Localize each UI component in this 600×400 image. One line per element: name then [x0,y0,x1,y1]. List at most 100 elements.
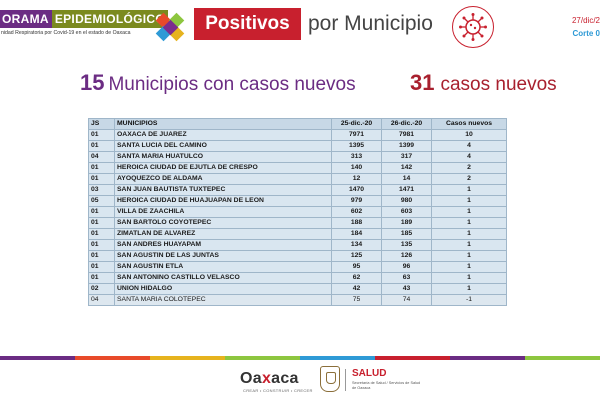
cell-26dic: 135 [381,239,432,251]
cell-25dic: 1395 [331,140,382,152]
table-row: 01 SANTA LUCIA DEL CAMINO 1395 1399 4 [88,140,507,152]
cell-26dic: 185 [381,228,432,240]
cell-casos-nuevos: 4 [431,151,507,163]
cell-25dic: 134 [331,239,382,251]
cell-js: 01 [88,140,115,152]
cell-casos-nuevos: 1 [431,206,507,218]
brand-label-a: ORAMA [0,10,52,28]
cell-municipio: AYOQUEZCO DE ALDAMA [114,173,332,185]
cell-25dic: 979 [331,195,382,207]
cell-25dic: 62 [331,272,382,284]
table-row: 01 SAN AGUSTIN ETLA 95 96 1 [88,261,507,273]
col-header-25dic: 25-dic.-20 [331,118,382,130]
table-row: 01 VILLA DE ZAACHILA 602 603 1 [88,206,507,218]
cell-casos-nuevos: -1 [431,294,507,306]
date-block: 27/dic/2 Corte 0 [560,14,600,40]
municipios-count: 15 [80,70,105,95]
stripe-segment [150,356,225,360]
cell-js: 01 [88,129,115,141]
footer-stripe [0,356,600,360]
cell-js: 01 [88,162,115,174]
cell-js: 05 [88,195,115,207]
col-header-26dic: 26-dic.-20 [381,118,432,130]
cell-25dic: 75 [331,294,382,306]
cell-casos-nuevos: 1 [431,272,507,284]
municipios-label: Municipios con casos nuevos [108,74,356,95]
cell-js: 01 [88,217,115,229]
cell-26dic: 1471 [381,184,432,196]
cell-25dic: 188 [331,217,382,229]
cell-municipio: SAN ANDRES HUAYAPAM [114,239,332,251]
stripe-segment [0,356,75,360]
cell-municipio: SAN ANTONINO CASTILLO VELASCO [114,272,332,284]
oaxaca-logo-b: aca [271,370,299,387]
cell-casos-nuevos: 1 [431,283,507,295]
cell-municipio: SAN AGUSTIN ETLA [114,261,332,273]
cell-25dic: 12 [331,173,382,185]
stripe-segment [450,356,525,360]
salud-logo: SALUD [352,368,387,379]
table-row: 05 HEROICA CIUDAD DE HUAJUAPAN DE LEON 979… [88,195,507,207]
oaxaca-logo-a: Oa [240,370,262,387]
stripe-segment [525,356,600,360]
cell-js: 01 [88,173,115,185]
col-header-casos-nuevos: Casos nuevos [431,118,507,130]
oaxaca-tagline: CREAR • CONSTRUIR • CRECER [243,388,313,393]
table-row: 01 SAN BARTOLO COYOTEPEC 188 189 1 [88,217,507,229]
cell-js: 01 [88,228,115,240]
cell-25dic: 184 [331,228,382,240]
cell-municipio: VILLA DE ZAACHILA [114,206,332,218]
table-row: 01 SAN ANTONINO CASTILLO VELASCO 62 63 1 [88,272,507,284]
cell-municipio: SANTA MARIA COLOTEPEC [114,294,332,306]
title-highlight: Positivos [194,8,301,40]
cell-26dic: 142 [381,162,432,174]
stripe-segment [375,356,450,360]
cell-js: 04 [88,151,115,163]
cell-municipio: SANTA LUCIA DEL CAMINO [114,140,332,152]
cell-municipio: HEROICA CIUDAD DE HUAJUAPAN DE LEON [114,195,332,207]
cutoff-label: Corte 0 [572,29,600,38]
table-row: 04 SANTA MARIA HUATULCO 313 317 4 [88,151,507,163]
table-row: 01 ZIMATLAN DE ALVAREZ 184 185 1 [88,228,507,240]
cell-casos-nuevos: 1 [431,184,507,196]
cell-25dic: 1470 [331,184,382,196]
stripe-segment [300,356,375,360]
cell-municipio: HEROICA CIUDAD DE EJUTLA DE CRESPO [114,162,332,174]
cell-casos-nuevos: 1 [431,195,507,207]
cell-casos-nuevos: 1 [431,261,507,273]
title-rest: por Municipio [308,12,433,35]
cell-js: 01 [88,250,115,262]
virus-icon [452,6,494,48]
cell-municipio: UNION HIDALGO [114,283,332,295]
cell-25dic: 95 [331,261,382,273]
cell-26dic: 43 [381,283,432,295]
oaxaca-logo: Oaxaca [240,370,299,388]
cell-municipio: SAN BARTOLO COYOTEPEC [114,217,332,229]
cell-municipio: SAN JUAN BAUTISTA TUXTEPEC [114,184,332,196]
cell-25dic: 7971 [331,129,382,141]
cell-26dic: 74 [381,294,432,306]
table-row: 02 UNION HIDALGO 42 43 1 [88,283,507,295]
cell-js: 01 [88,272,115,284]
table-row: 03 SAN JUAN BAUTISTA TUXTEPEC 1470 1471 1 [88,184,507,196]
cell-casos-nuevos: 1 [431,239,507,251]
cell-casos-nuevos: 2 [431,173,507,185]
cell-municipio: SAN AGUSTIN DE LAS JUNTAS [114,250,332,262]
cell-casos-nuevos: 10 [431,129,507,141]
casos-count: 31 [410,70,435,95]
casos-summary: 31 casos nuevos [410,70,557,96]
cell-casos-nuevos: 1 [431,250,507,262]
cell-25dic: 313 [331,151,382,163]
stripe-segment [225,356,300,360]
cell-26dic: 1399 [381,140,432,152]
cell-26dic: 603 [381,206,432,218]
cell-26dic: 126 [381,250,432,262]
cell-js: 01 [88,239,115,251]
cell-js: 02 [88,283,115,295]
cell-js: 04 [88,294,115,306]
cell-26dic: 14 [381,173,432,185]
cell-casos-nuevos: 2 [431,162,507,174]
table-row: 04 SANTA MARIA COLOTEPEC 75 74 -1 [88,294,507,306]
stripe-segment [75,356,150,360]
salud-subtitle: Secretaría de Salud / Servicios de Salud… [352,381,421,390]
